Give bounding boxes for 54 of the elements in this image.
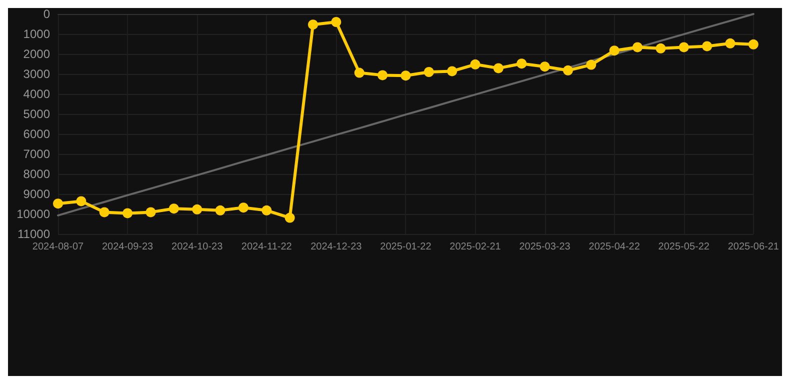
point xyxy=(308,20,318,30)
point xyxy=(378,70,388,80)
x-tick-label: 2025-01-22 xyxy=(380,242,432,252)
y-tick-label: 10000 xyxy=(16,207,50,221)
point xyxy=(53,198,63,209)
y-tick-label: 8000 xyxy=(23,167,50,181)
point xyxy=(632,42,643,52)
x-tick-label: 2025-04-22 xyxy=(588,242,640,252)
point xyxy=(424,67,434,77)
x-tick-label: 2025-02-21 xyxy=(450,242,502,252)
y-tick-label: 3000 xyxy=(23,67,50,81)
point xyxy=(609,46,620,56)
point xyxy=(192,204,202,214)
point xyxy=(400,70,411,81)
point xyxy=(702,41,712,52)
point xyxy=(168,204,179,214)
x-tick-label: 2025-03-23 xyxy=(519,242,571,252)
point xyxy=(146,207,156,218)
x-tick-label: 2025-05-22 xyxy=(658,242,710,252)
y-tick-label: 4000 xyxy=(23,87,50,101)
point xyxy=(238,202,248,213)
y-tick-label: 5000 xyxy=(23,107,50,121)
x-tick-label: 2024-12-23 xyxy=(310,242,362,252)
point xyxy=(215,205,226,216)
y-tick-label: 1000 xyxy=(23,27,50,41)
point xyxy=(76,196,86,206)
x-tick-label: 2024-10-23 xyxy=(172,242,224,252)
point xyxy=(678,42,689,52)
x-tick-label: 2024-08-07 xyxy=(32,242,84,252)
point xyxy=(354,68,364,78)
point xyxy=(748,39,758,50)
point xyxy=(262,205,272,216)
x-tick-label: 2024-09-23 xyxy=(102,242,154,252)
point xyxy=(656,43,666,54)
point xyxy=(586,60,596,70)
point xyxy=(284,212,295,223)
point xyxy=(516,58,527,69)
y-tick-label: 7000 xyxy=(23,147,50,161)
point xyxy=(470,59,480,70)
x-tick-label: 2025-06-21 xyxy=(728,242,780,252)
y-tick-label: 11000 xyxy=(18,227,50,241)
y-tick-label: 2000 xyxy=(23,47,50,61)
point xyxy=(99,207,110,218)
point xyxy=(562,65,573,76)
y-tick-label: 6000 xyxy=(23,127,50,141)
point xyxy=(540,62,550,72)
point xyxy=(122,208,133,218)
point xyxy=(493,63,504,74)
y-tick-label: 0 xyxy=(43,7,50,21)
point xyxy=(331,17,342,27)
x-tick-label: 2024-11-22 xyxy=(241,242,292,252)
y-tick-label: 9000 xyxy=(23,187,50,201)
point xyxy=(447,66,458,76)
point xyxy=(725,38,736,48)
